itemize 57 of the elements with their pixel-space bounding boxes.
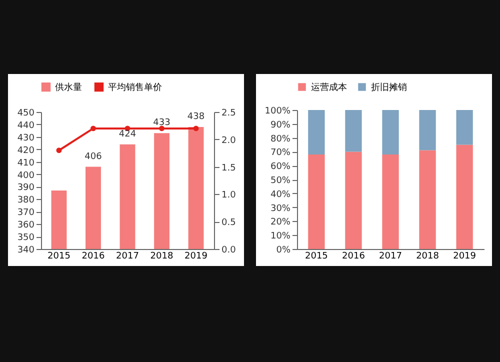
y2-tick-label: 0.0 [222, 246, 236, 256]
y-tick-label: 410 [17, 158, 35, 168]
legend-label: 折旧摊销 [371, 82, 407, 93]
y-tick-label: 380 [17, 196, 35, 206]
legend-label: 平均销售单价 [108, 82, 162, 94]
bar [456, 144, 473, 249]
y-tick-label: 70% [270, 148, 291, 158]
bar [419, 150, 436, 249]
y-tick-label: 100% [264, 106, 291, 116]
x-tick-label: 2018 [150, 252, 174, 262]
y-tick-label: 370 [17, 208, 35, 218]
y-tick-label: 50% [270, 176, 291, 186]
bar [456, 110, 473, 145]
bar [345, 152, 362, 249]
legend-label: 供水量 [55, 82, 82, 94]
bar [345, 110, 362, 152]
y-tick-label: 350 [17, 233, 35, 244]
y2-tick-label: 2.5 [222, 108, 236, 118]
y-tick-label: 40% [270, 190, 291, 200]
y2-tick-label: 2.0 [222, 136, 236, 146]
y-tick-label: 80% [270, 134, 291, 144]
data-label: 424 [118, 129, 136, 140]
x-tick-label: 2015 [48, 252, 70, 262]
x-tick-label: 2019 [184, 252, 208, 262]
x-tick-label: 2015 [304, 252, 328, 262]
x-tick-label: 2016 [82, 252, 105, 262]
y-tick-label: 390 [17, 183, 35, 194]
y-tick-label: 400 [17, 170, 35, 181]
x-tick-label: 2018 [416, 252, 440, 262]
y-tick-label: 420 [17, 146, 35, 156]
data-label: 406 [84, 152, 102, 162]
bar [308, 154, 325, 249]
y-tick-label: 30% [270, 204, 291, 214]
x-tick-label: 2019 [453, 252, 476, 262]
y-tick-label: 360 [17, 220, 35, 231]
y-tick-label: 20% [270, 218, 291, 228]
y-tick-label: 430 [17, 133, 35, 144]
x-tick-label: 2016 [342, 252, 366, 262]
x-tick-label: 2017 [379, 252, 402, 262]
bar [308, 110, 325, 154]
y-tick-label: 0% [276, 246, 291, 256]
y-tick-label: 450 [17, 108, 35, 118]
y-tick-label: 60% [270, 162, 291, 172]
bar [382, 110, 399, 154]
y-tick-label: 90% [270, 120, 291, 130]
y2-tick-label: 1.0 [222, 190, 236, 201]
y2-tick-label: 0.5 [222, 218, 236, 228]
data-label: 438 [187, 112, 205, 122]
x-tick-label: 2017 [116, 252, 139, 262]
legend-label: 运营成本 [311, 82, 347, 93]
y2-tick-label: 1.5 [222, 163, 236, 174]
y-tick-label: 340 [17, 246, 35, 256]
data-label: 433 [153, 118, 170, 128]
bar [382, 154, 399, 249]
y-tick-label: 10% [270, 232, 291, 242]
bar [419, 110, 436, 150]
y-tick-label: 440 [17, 120, 35, 131]
